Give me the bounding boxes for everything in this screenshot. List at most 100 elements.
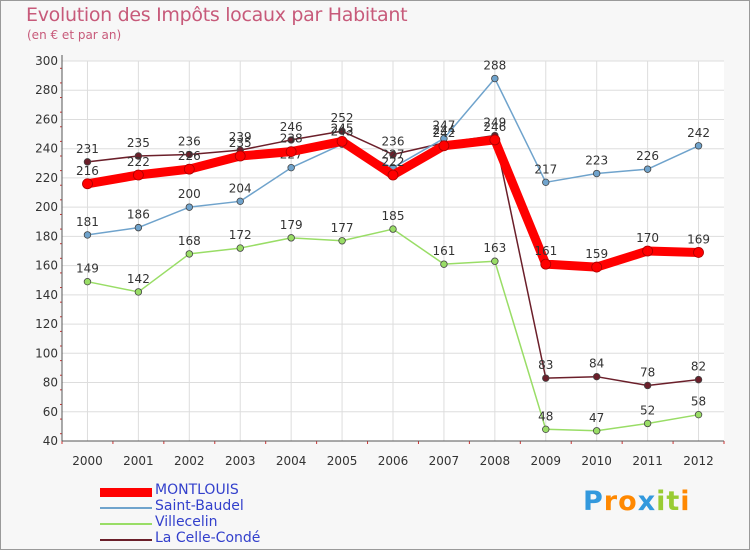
data-label-la-celle-cond-: 235 — [127, 136, 150, 150]
y-tick-label: 260 — [35, 112, 58, 126]
data-point-villecelin — [592, 427, 601, 435]
y-tick-label: 60 — [43, 405, 58, 419]
data-label-montlouis: 222 — [382, 155, 405, 169]
legend-label: Saint-Baudel — [155, 498, 244, 514]
legend-label: MONTLOUIS — [155, 482, 239, 498]
x-tick-label: 2012 — [683, 454, 714, 468]
data-point-villecelin — [440, 260, 448, 268]
data-label-montlouis: 169 — [687, 232, 710, 246]
data-label-la-celle-cond-: 83 — [538, 358, 553, 372]
data-point-villecelin — [185, 250, 194, 258]
x-tick-label: 2008 — [480, 454, 511, 468]
data-label-la-celle-cond-: 84 — [589, 357, 604, 371]
chart-subtitle: (en € et par an) — [27, 28, 122, 42]
data-point-villecelin — [338, 237, 346, 245]
data-label-saint-baudel: 227 — [382, 148, 405, 162]
data-label-villecelin: 48 — [538, 409, 553, 423]
y-tick-label: 140 — [35, 288, 58, 302]
data-label-montlouis: 238 — [280, 132, 303, 146]
data-point-montlouis — [591, 261, 603, 273]
data-point-montlouis — [132, 169, 144, 181]
data-label-saint-baudel: 247 — [432, 118, 455, 132]
y-tick-label: 180 — [35, 229, 58, 243]
data-label-saint-baudel: 200 — [178, 187, 201, 201]
data-point-villecelin — [694, 410, 703, 419]
logo-letter: r — [603, 486, 619, 517]
data-label-la-celle-cond-: 236 — [178, 135, 201, 149]
x-tick-label: 2002 — [174, 454, 205, 468]
data-point-saint-baudel — [694, 142, 703, 150]
y-tick-label: 280 — [35, 83, 58, 97]
data-label-montlouis: 245 — [331, 121, 354, 135]
data-label-la-celle-cond-: 244 — [432, 123, 455, 137]
data-point-la-celle-cond- — [134, 152, 143, 160]
legend-label: La Celle-Condé — [155, 530, 261, 546]
data-point-la-celle-cond- — [185, 150, 194, 159]
data-point-villecelin — [389, 225, 397, 233]
data-point-villecelin — [643, 419, 652, 428]
data-point-montlouis — [438, 140, 450, 152]
data-label-villecelin: 161 — [432, 244, 455, 258]
y-tick-label: 220 — [35, 171, 58, 185]
data-point-montlouis — [82, 178, 93, 190]
data-label-saint-baudel: 181 — [76, 215, 99, 229]
logo-letter: i — [680, 486, 691, 517]
x-tick-label: 2000 — [72, 454, 103, 468]
data-label-la-celle-cond-: 236 — [382, 135, 405, 149]
data-label-montlouis: 246 — [483, 120, 506, 134]
data-label-la-celle-cond-: 78 — [640, 365, 655, 379]
data-label-montlouis: 159 — [585, 247, 608, 261]
data-label-montlouis: 242 — [432, 126, 455, 140]
x-tick-label: 2006 — [378, 454, 409, 468]
logo-letter: x — [637, 486, 657, 517]
data-label-montlouis: 235 — [229, 136, 252, 150]
y-tick-label: 80 — [43, 376, 58, 390]
legend-swatch — [100, 539, 152, 541]
data-point-villecelin — [287, 234, 295, 242]
data-point-la-celle-cond- — [287, 136, 295, 144]
data-label-saint-baudel: 226 — [636, 149, 659, 163]
y-tick-label: 300 — [35, 54, 58, 68]
data-label-saint-baudel: 288 — [483, 59, 506, 73]
legend-swatch — [100, 523, 152, 525]
data-label-saint-baudel: 186 — [127, 208, 150, 222]
data-label-la-celle-cond-: 246 — [280, 120, 303, 134]
data-label-villecelin: 58 — [691, 395, 706, 409]
data-point-saint-baudel — [287, 163, 295, 172]
data-point-villecelin — [542, 425, 550, 434]
x-tick-label: 2001 — [123, 454, 154, 468]
data-point-saint-baudel — [83, 231, 92, 239]
logo-letter: t — [666, 486, 681, 517]
x-tick-label: 2007 — [429, 454, 460, 468]
x-tick-label: 2005 — [327, 454, 358, 468]
data-label-la-celle-cond-: 82 — [691, 360, 706, 374]
data-label-villecelin: 185 — [382, 209, 405, 223]
data-point-saint-baudel — [185, 203, 194, 211]
data-label-saint-baudel: 223 — [585, 154, 608, 168]
data-label-montlouis: 161 — [534, 244, 557, 258]
y-tick-label: 40 — [43, 434, 58, 448]
logo-letter: P — [583, 486, 604, 517]
logo-letter: i — [656, 486, 667, 517]
data-label-montlouis: 226 — [178, 149, 201, 163]
data-point-la-celle-cond- — [643, 381, 652, 390]
data-label-montlouis: 170 — [636, 231, 659, 245]
data-point-montlouis — [183, 163, 195, 175]
data-point-montlouis — [693, 247, 704, 258]
legend-label: Villecelin — [155, 514, 218, 530]
data-point-villecelin — [236, 244, 244, 252]
x-tick-label: 2003 — [225, 454, 256, 468]
data-point-villecelin — [491, 257, 499, 265]
data-point-la-celle-cond- — [542, 374, 550, 382]
y-tick-label: 120 — [35, 317, 58, 331]
data-label-villecelin: 168 — [178, 234, 201, 248]
data-label-villecelin: 52 — [640, 403, 655, 417]
data-point-montlouis — [387, 169, 399, 181]
data-point-montlouis — [234, 150, 246, 162]
data-label-saint-baudel: 243 — [331, 124, 354, 138]
x-tick-label: 2004 — [276, 454, 307, 468]
legend-swatch — [100, 488, 152, 497]
data-label-villecelin: 172 — [229, 228, 252, 242]
data-point-la-celle-cond- — [592, 372, 601, 381]
